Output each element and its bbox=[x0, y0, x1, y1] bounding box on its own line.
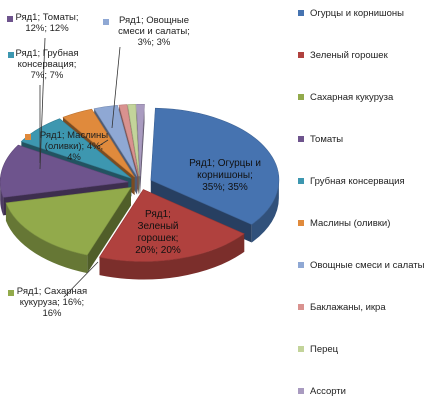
data-label-овощные-смеси-и-салаты: Ряд1; Овощные смеси и салаты; 3%; 3% bbox=[118, 15, 190, 48]
legend-item-огурцы-и-корнишоны: Огурцы и корнишоны bbox=[298, 6, 404, 20]
data-label-swatch-грубная-консервация bbox=[8, 52, 14, 58]
legend-item-маслины-оливки: Маслины (оливки) bbox=[298, 216, 390, 230]
slice-овощные-смеси-и-салаты bbox=[93, 104, 138, 177]
data-label-зеленый-горошек: Ряд1; Зеленый горошек; 20%; 20% bbox=[135, 209, 181, 256]
legend-label: Сахарная кукуруза bbox=[310, 91, 394, 103]
legend-label: Томаты bbox=[310, 133, 344, 145]
data-label-маслины-оливки: Ряд1; Маслины (оливки); 4%; 4% bbox=[39, 130, 109, 163]
legend-item-зеленый-горошек: Зеленый горошек bbox=[298, 48, 388, 62]
slice-side-огурцы-и-корнишоны bbox=[251, 180, 279, 243]
leader-line-овощные-смеси-и-салаты bbox=[111, 46, 121, 129]
slice-маслины-оливки bbox=[62, 108, 135, 178]
legend-swatch bbox=[298, 304, 304, 310]
data-label-swatch-сахарная-кукуруза bbox=[8, 290, 14, 296]
legend-swatch bbox=[298, 10, 304, 16]
legend-item-ассорти: Ассорти bbox=[298, 384, 346, 398]
slice-огурцы-и-корнишоны bbox=[150, 107, 280, 225]
leader-line-маслины-оливки bbox=[96, 139, 109, 148]
slice-side-сахарная-кукуруза bbox=[5, 202, 88, 274]
legend-swatch bbox=[298, 94, 304, 100]
pie-plot-area bbox=[0, 37, 280, 298]
legend-label: Зеленый горошек bbox=[310, 49, 388, 61]
slice-перец bbox=[127, 103, 140, 177]
legend-item-перец: Перец bbox=[298, 342, 338, 356]
legend-item-баклажаны-икра: Баклажаны, икра bbox=[298, 300, 386, 314]
data-label-swatch-томаты bbox=[7, 16, 13, 22]
legend-label: Баклажаны, икра bbox=[310, 301, 386, 313]
legend-item-томаты: Томаты bbox=[298, 132, 343, 146]
data-label-сахарная-кукуруза: Ряд1; Сахарная кукуруза; 16%; 16% bbox=[16, 286, 88, 319]
data-label-swatch-маслины-оливки bbox=[25, 134, 31, 140]
legend-label: Маслины (оливки) bbox=[310, 217, 391, 229]
legend-swatch bbox=[298, 262, 304, 268]
legend-item-грубная-консервация: Грубная консервация bbox=[298, 174, 405, 188]
legend-label: Перец bbox=[310, 343, 339, 355]
data-label-грубная-консервация: Ряд1; Грубная консервация; 7%; 7% bbox=[15, 48, 79, 81]
legend-item-сахарная-кукуруза: Сахарная кукуруза bbox=[298, 90, 393, 104]
slice-wall-сахарная-кукуруза-0 bbox=[87, 187, 131, 274]
slice-сахарная-кукуруза bbox=[5, 187, 132, 256]
legend-swatch bbox=[298, 52, 304, 58]
legend: Огурцы и корнишоны Зеленый горошек Сахарна… bbox=[298, 0, 440, 406]
slice-зеленый-горошек bbox=[99, 189, 245, 262]
slice-баклажаны-икра bbox=[118, 104, 139, 177]
leader-line-томаты bbox=[39, 37, 46, 170]
data-label-томаты: Ряд1; Томаты; 12%; 12% bbox=[15, 12, 79, 34]
legend-swatch bbox=[298, 136, 304, 142]
legend-label: Грубная консервация bbox=[310, 175, 405, 187]
slice-ассорти bbox=[136, 103, 145, 177]
slice-side-зеленый-горошек bbox=[99, 233, 245, 280]
legend-swatch bbox=[298, 178, 304, 184]
data-label-огурцы-и-корнишоны: Ряд1; Огурцы и корнишоны; 35%; 35% bbox=[189, 158, 261, 193]
slice-томаты bbox=[0, 144, 129, 198]
legend-label: Овощные смеси и салаты bbox=[310, 259, 425, 271]
slice-грубная-консервация bbox=[20, 118, 132, 179]
data-label-swatch-овощные-смеси-и-салаты bbox=[103, 19, 109, 25]
leader-line-сахарная-кукуруза bbox=[63, 261, 99, 298]
legend-swatch bbox=[298, 346, 304, 352]
legend-swatch bbox=[298, 388, 304, 394]
legend-label: Ассорти bbox=[310, 385, 346, 397]
legend-label: Огурцы и корнишоны bbox=[310, 7, 404, 19]
legend-swatch bbox=[298, 220, 304, 226]
legend-item-овощные-смеси-и-салаты: Овощные смеси и салаты bbox=[298, 258, 424, 272]
